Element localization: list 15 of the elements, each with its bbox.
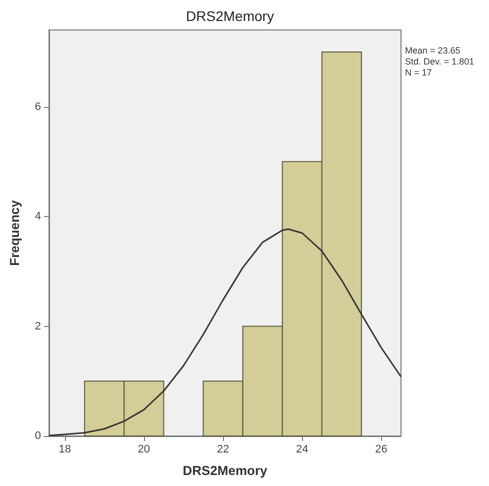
x-tick-label: 26 [375,444,388,456]
x-tick-label: 24 [296,444,308,456]
y-tick-label: 2 [34,320,41,332]
y-tick-label: 6 [34,100,41,113]
x-tick-label: 20 [138,444,150,456]
y-tick-label: 0 [34,430,41,442]
x-tick-label: 22 [216,444,230,456]
y-tick-label: 4 [34,210,41,223]
text: Mean = 23.65 [405,46,460,56]
text: N = 17 [405,68,432,78]
chart-title: DRS2Memory [186,8,274,24]
x-axis-title: DRS2Memory [182,463,268,478]
x-tick-label: 18 [58,444,71,456]
text: Std. Dev. = 1.801 [405,56,474,66]
y-axis-title: Frequency [7,199,22,266]
